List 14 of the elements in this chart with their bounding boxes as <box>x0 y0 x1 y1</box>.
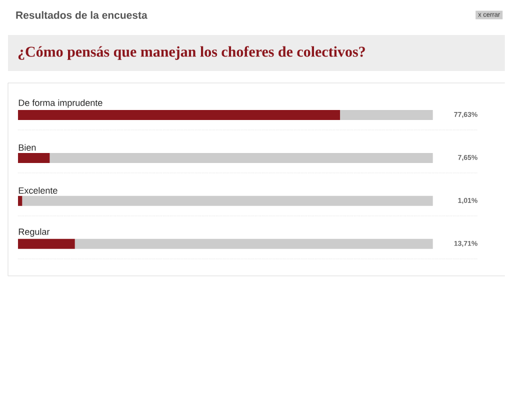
y-tick-label: Bien <box>18 144 36 151</box>
bar <box>74 238 433 249</box>
y-tick-label: De forma imprudente <box>18 99 102 108</box>
y-tick-label: Excelente <box>18 187 58 194</box>
bar <box>18 110 340 120</box>
chart-subtitle: ¿Cómo pensás que manejan los choferes de colectivos? <box>18 46 365 60</box>
bar <box>22 196 433 206</box>
bar <box>18 238 75 249</box>
bar <box>340 110 433 120</box>
y-tick-label: Regular <box>18 228 50 237</box>
chart-title: Resultados de la encuesta <box>16 11 148 19</box>
bar <box>18 196 22 206</box>
bar <box>18 153 50 164</box>
bar <box>50 153 433 164</box>
